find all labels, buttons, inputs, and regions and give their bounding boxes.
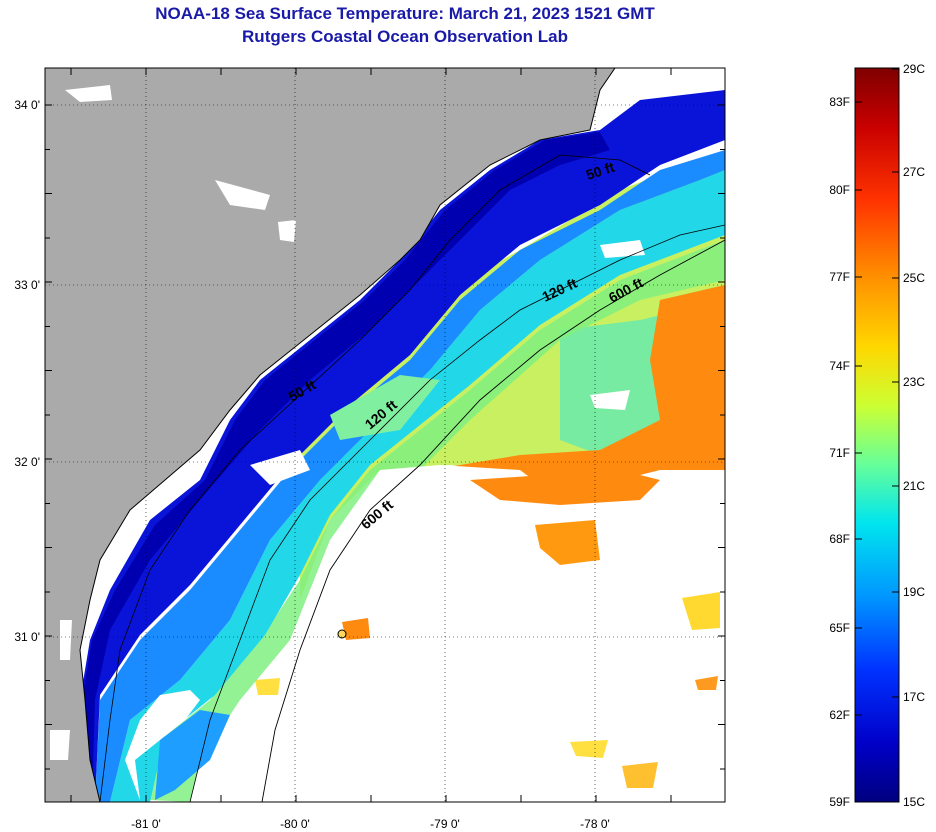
colorbar: 83F 80F 77F 74F 71F 68F 65F 62F 59F 29C … [829, 62, 925, 809]
lon-label: -78 0' [580, 817, 610, 831]
sst-lightblue-patch [155, 710, 230, 800]
colorbar-f-label: 65F [829, 621, 850, 635]
colorbar-ramp [854, 67, 900, 803]
land-mass [45, 68, 615, 802]
sst-yellow-patch [622, 762, 658, 788]
depth-contour-50ft [99, 154, 651, 802]
colorbar-f-label: 62F [829, 708, 850, 722]
colorbar-c-label: 21C [903, 479, 925, 493]
colorbar-ticks [855, 68, 899, 803]
lat-lon-grid [45, 68, 725, 802]
sst-yellow-patch [682, 592, 720, 630]
longitude-labels: -81 0' -80 0' -79 0' -78 0' [131, 817, 610, 831]
sst-orange-patch [535, 520, 600, 565]
colorbar-c-label: 27C [903, 165, 925, 179]
cloud-mask [590, 390, 630, 410]
sst-cyan-band [110, 170, 725, 802]
coastline [79, 68, 616, 802]
buoy-marker [337, 629, 347, 639]
lake [278, 220, 296, 242]
colorbar-f-label: 80F [829, 183, 850, 197]
colorbar-f-label: 59F [829, 795, 850, 809]
colorbar-f-label: 77F [829, 270, 850, 284]
sst-orange-patch [342, 618, 370, 640]
lat-label: 32 0' [14, 455, 40, 469]
lake [60, 620, 72, 660]
map-panel [45, 68, 725, 802]
lake [65, 85, 112, 102]
sst-gulfstream-patch [430, 285, 725, 500]
colorbar-c-label: 25C [903, 271, 925, 285]
cloud-mask [250, 450, 310, 485]
sst-orange-patch [470, 470, 660, 505]
colorbar-f-label: 68F [829, 532, 850, 546]
sst-yellow-patch [570, 740, 608, 758]
latitude-labels: 34 0' 33 0' 32 0' 31 0' [14, 98, 40, 644]
colorbar-c-label: 17C [903, 690, 925, 704]
cloud-mask [290, 465, 725, 802]
sst-green-patch [330, 375, 440, 440]
depth-contour-600ft [261, 239, 725, 802]
lon-label: -80 0' [280, 817, 310, 831]
lat-label: 34 0' [14, 98, 40, 112]
cloud-mask [125, 690, 200, 800]
sst-coastal-cold [80, 90, 725, 802]
map-frame [44, 67, 726, 803]
colorbar-f-label: 71F [829, 446, 850, 460]
depth-contour-120ft [189, 224, 725, 802]
map-title: NOAA-18 Sea Surface Temperature: March 2… [155, 4, 655, 23]
lake [50, 730, 70, 760]
lon-label: -79 0' [430, 817, 460, 831]
colorbar-c-label: 23C [903, 375, 925, 389]
lat-label: 33 0' [14, 278, 40, 292]
lake [215, 180, 270, 210]
colorbar-c-label: 19C [903, 585, 925, 599]
colorbar-c-label: 15C [903, 795, 925, 809]
lat-label: 31 0' [14, 630, 40, 644]
cloud-mask [600, 240, 645, 258]
colorbar-f-label: 74F [829, 359, 850, 373]
sst-yellow-patch [255, 678, 280, 695]
colorbar-f-label: 83F [829, 95, 850, 109]
sst-orange-patch [695, 676, 718, 690]
lon-label: -81 0' [131, 817, 161, 831]
axis-ticks [45, 68, 725, 802]
colorbar-c-label: 29C [903, 62, 925, 76]
map-subtitle: Rutgers Coastal Ocean Observation Lab [242, 27, 568, 46]
